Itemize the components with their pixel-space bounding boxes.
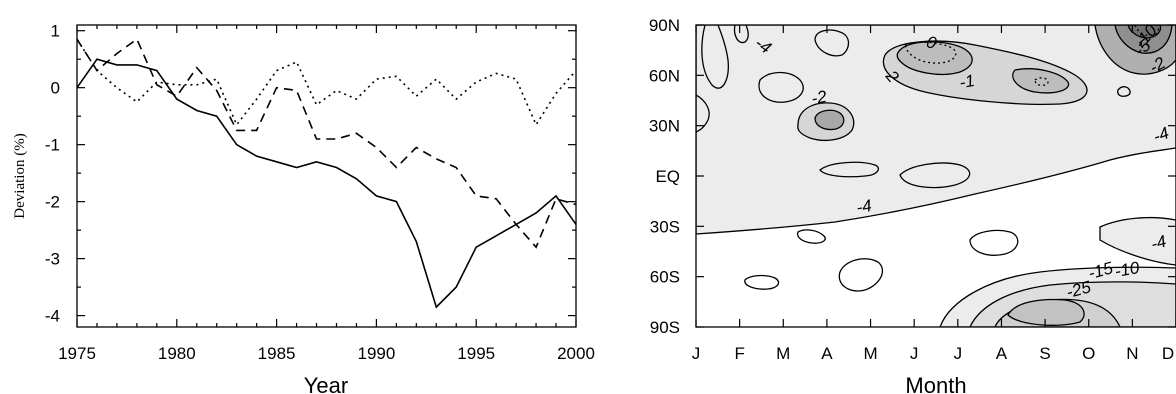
contour-fill-north-b — [896, 41, 973, 76]
contour-line-60s-b — [838, 258, 883, 292]
line-y-tick-label: -1 — [45, 136, 60, 155]
line-y-axis-title: Deviation (%) — [12, 133, 28, 218]
contour-line-dotted-2 — [1034, 77, 1049, 86]
line-x-tick-label: 1980 — [158, 344, 196, 363]
contour-label: -4 — [1149, 232, 1169, 254]
line-plot-frame — [76, 24, 577, 328]
line-y-tick-labels: 1 0 -1 -2 -3 -4 — [45, 22, 60, 326]
contour-x-tick-label: J — [954, 344, 963, 363]
contour-x-tick-label: S — [1039, 344, 1050, 363]
contour-axis-ticks — [695, 24, 1176, 328]
line-y-tick-label: -2 — [45, 193, 60, 212]
contour-x-tick-label: A — [821, 344, 833, 363]
contour-x-tick-label: F — [734, 344, 744, 363]
contour-line-nw-2 — [733, 25, 749, 44]
contour-y-tick-label: 30N — [649, 117, 680, 136]
contour-line-nw-3 — [814, 29, 850, 57]
contour-x-axis-title: Month — [905, 373, 966, 394]
line-x-tick-label: 1985 — [258, 344, 296, 363]
line-series-solid — [76, 58, 577, 309]
contour-line-eq-1 — [819, 161, 879, 178]
line-x-tick-labels: 1975 1980 1985 1990 1995 2000 — [58, 344, 595, 363]
contour-y-tick-label: 90N — [649, 16, 680, 35]
contour-line-30s-a — [796, 229, 826, 244]
contour-label: -1 — [958, 71, 976, 92]
line-y-tick-label: 0 — [51, 79, 60, 98]
contour-fill-blob-april-core — [814, 109, 845, 131]
contour-y-tick-label: 90S — [650, 318, 680, 337]
contour-x-tick-label: J — [910, 344, 919, 363]
contour-line-30s-b — [969, 229, 1019, 256]
line-series-group — [76, 37, 577, 309]
contour-line-nw-4 — [696, 94, 710, 133]
line-series-dotted — [76, 38, 577, 127]
line-axis-ticks — [76, 25, 577, 327]
contour-label: -4 — [855, 196, 873, 217]
contour-x-tick-label: J — [692, 344, 701, 363]
line-chart: 1975 1980 1985 1990 1995 2000 1 0 -1 -2 -3 -4 Year… — [12, 22, 595, 394]
contour-y-tick-labels: 90N 60N 30N EQ 30S 60S 90S — [649, 16, 680, 337]
contour-y-tick-label: 60N — [649, 66, 680, 85]
line-x-tick-label: 1990 — [357, 344, 395, 363]
line-y-tick-label: -4 — [45, 307, 60, 326]
line-x-tick-label: 2000 — [557, 344, 595, 363]
line-x-tick-label: 1975 — [58, 344, 96, 363]
line-series-dashed — [76, 37, 577, 249]
contour-y-tick-label: 30S — [650, 217, 680, 236]
contour-line-nw-1 — [701, 25, 729, 89]
contour-x-tick-label: M — [776, 344, 790, 363]
contour-line-eq-2 — [899, 162, 971, 189]
line-y-tick-label: -3 — [45, 250, 60, 269]
contour-label: -10 — [1113, 258, 1141, 281]
contour-line-60s-a — [744, 274, 780, 290]
contour-y-tick-label: EQ — [655, 167, 680, 186]
contour-x-tick-label: N — [1126, 344, 1138, 363]
contour-label: -4 — [1151, 123, 1172, 146]
line-x-tick-label: 1995 — [457, 344, 495, 363]
contour-line-nw-5 — [758, 71, 804, 103]
contour-x-tick-label: D — [1162, 344, 1174, 363]
contour-fill-north-pole-3 — [1127, 25, 1162, 39]
contour-fill-south-low-4 — [1007, 298, 1085, 326]
contour-x-tick-label: O — [1082, 344, 1095, 363]
contour-x-tick-label: M — [863, 344, 877, 363]
line-y-tick-label: 1 — [51, 22, 60, 41]
contour-line-dotted-3 — [1134, 25, 1159, 37]
contour-fill-north-c — [1012, 68, 1070, 94]
contour-line-east-small — [1116, 86, 1131, 97]
contour-x-tick-label: A — [996, 344, 1008, 363]
line-x-axis-title: Year — [304, 373, 348, 394]
contour-y-tick-label: 60S — [650, 268, 680, 287]
contour-label: -2 — [810, 87, 829, 108]
